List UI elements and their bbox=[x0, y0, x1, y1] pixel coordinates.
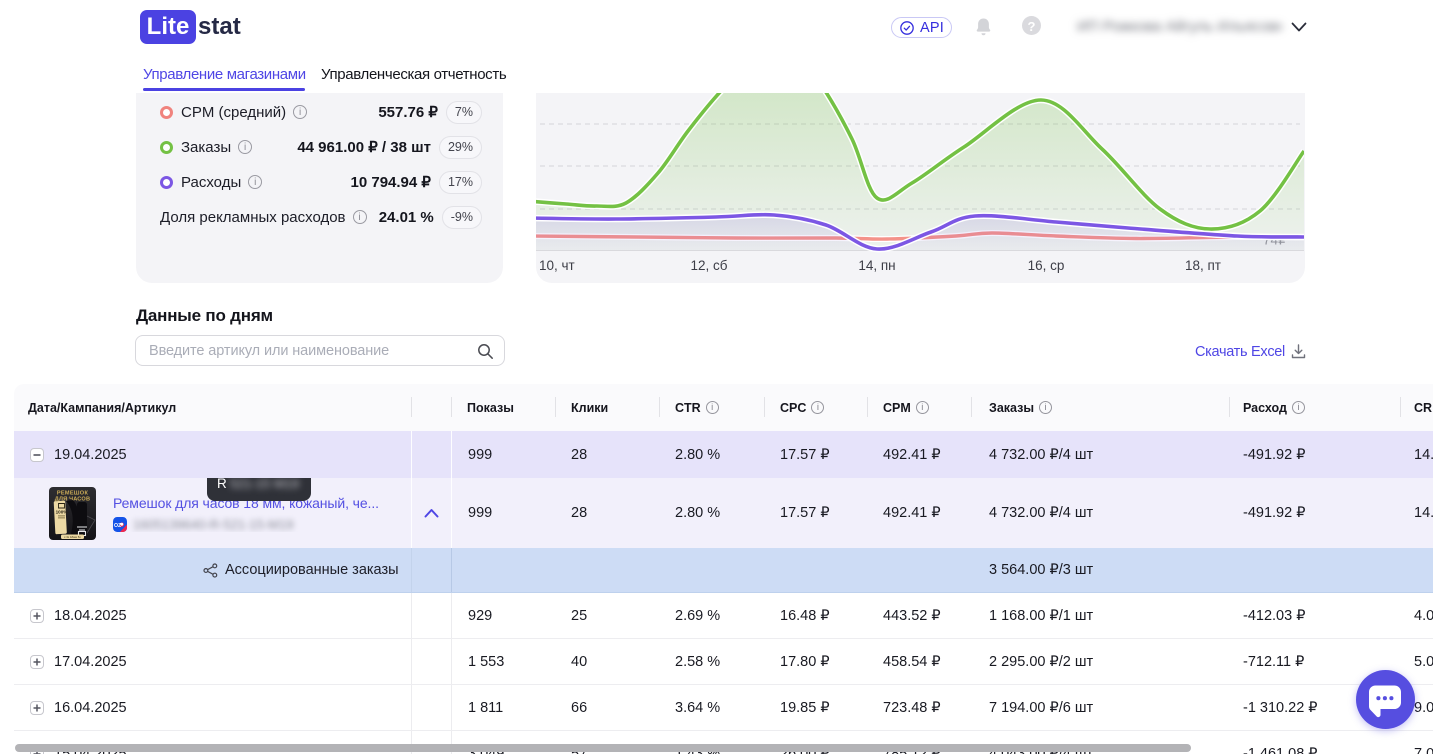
svg-text:РЕМЕШОК: РЕМЕШОК bbox=[57, 490, 89, 496]
svg-text:ДЛЯ ЧАСОВ: ДЛЯ ЧАСОВ bbox=[55, 496, 90, 502]
svg-text:OZ: OZ bbox=[114, 522, 122, 528]
svg-text:18, пт: 18, пт bbox=[1185, 258, 1221, 273]
svg-text:16, ср: 16, ср bbox=[1028, 258, 1065, 273]
svg-text:с 3х 18мм 5л: с 3х 18мм 5л bbox=[64, 535, 81, 539]
svg-text:12, сб: 12, сб bbox=[691, 258, 728, 273]
svg-text:100%: 100% bbox=[56, 509, 68, 514]
svg-text:10, чт: 10, чт bbox=[539, 258, 575, 273]
svg-text:14, пн: 14, пн bbox=[858, 258, 895, 273]
